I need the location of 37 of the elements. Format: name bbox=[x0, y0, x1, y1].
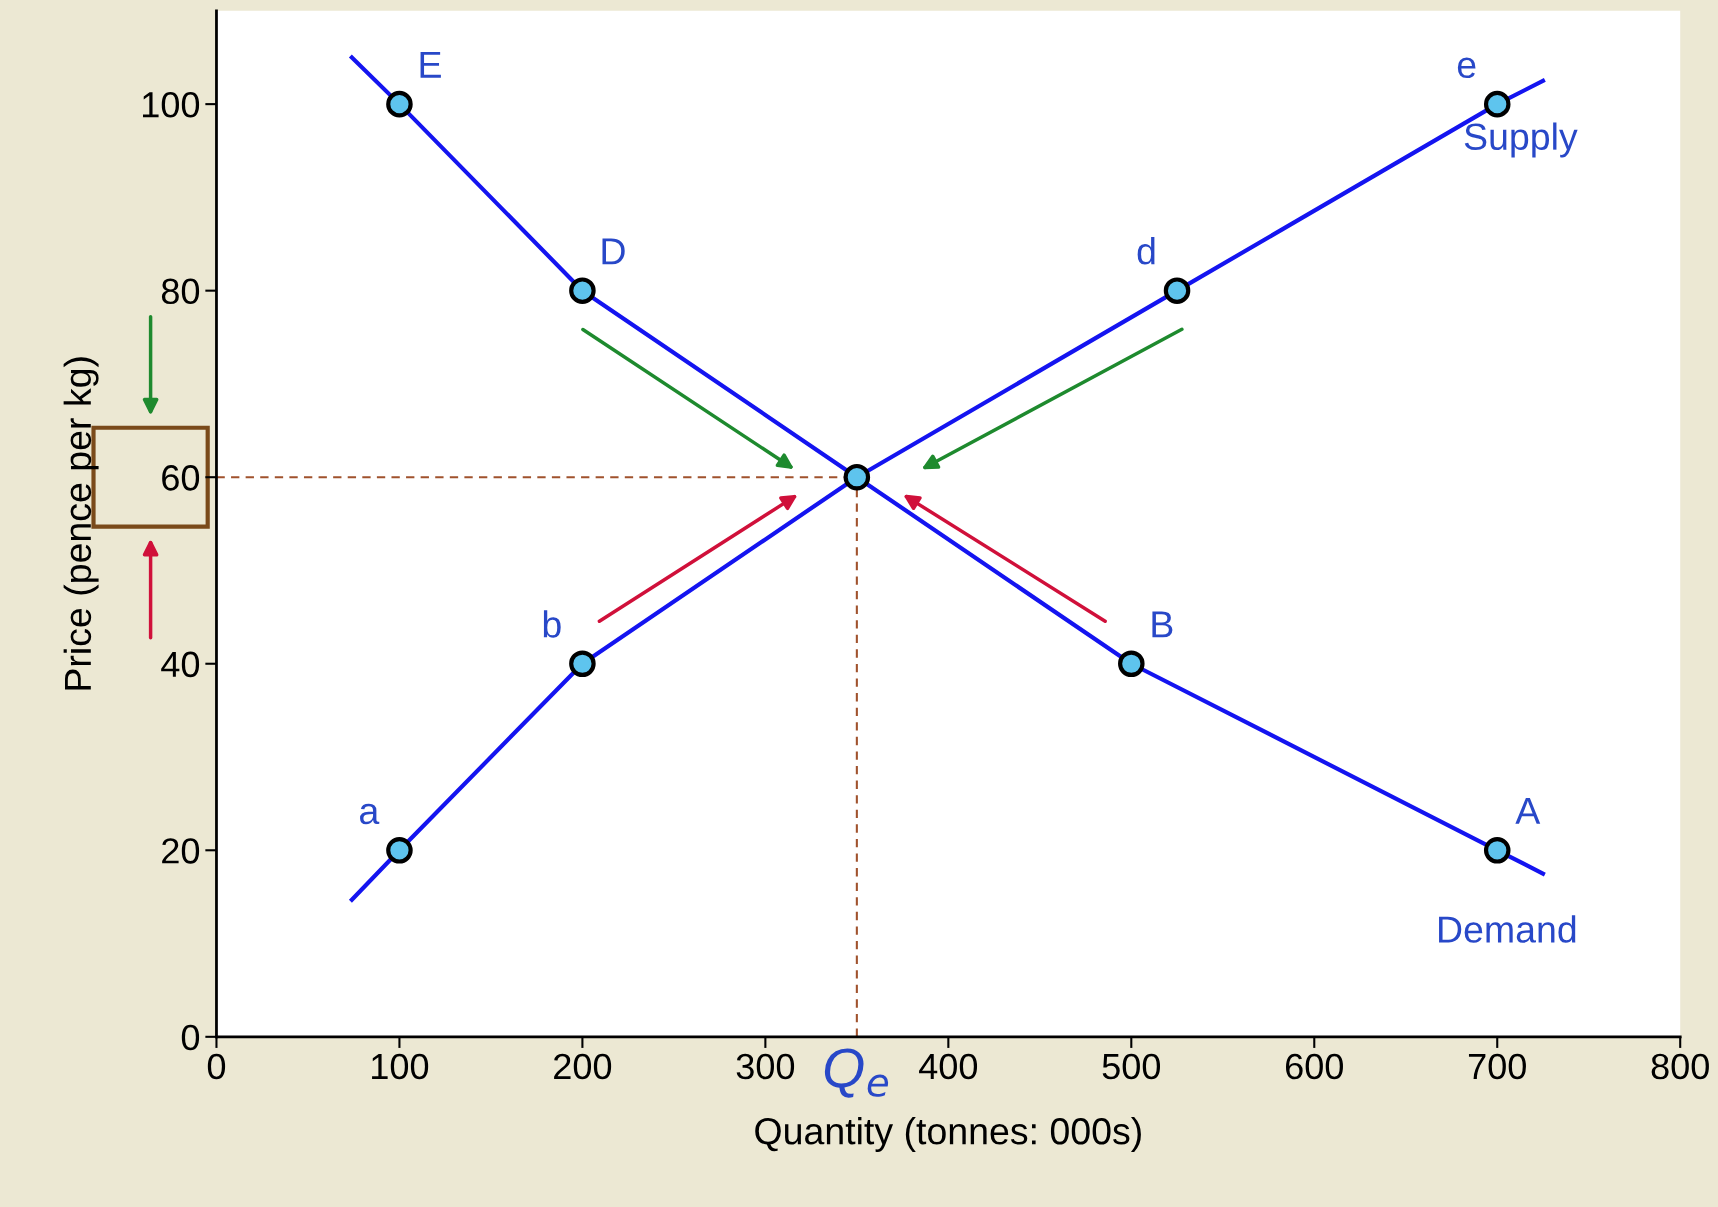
point bbox=[386, 836, 413, 864]
data-label: d bbox=[1137, 237, 1155, 265]
x-tick-label: 700 bbox=[1468, 1053, 1526, 1080]
data-label: A bbox=[1515, 798, 1541, 824]
x-tick-label: 800 bbox=[1651, 1053, 1709, 1080]
data-label: a bbox=[360, 803, 380, 825]
y-tick-label: 100 bbox=[143, 92, 200, 118]
point bbox=[569, 277, 596, 304]
y-tick-label: 60 bbox=[162, 465, 200, 491]
point bbox=[1118, 650, 1145, 678]
y-tick-label: 40 bbox=[161, 651, 200, 678]
x-tick-label: 200 bbox=[554, 1053, 612, 1080]
y-tick-label: 80 bbox=[161, 278, 200, 305]
data-label: B bbox=[1152, 611, 1173, 638]
point bbox=[843, 463, 871, 491]
data-label: E bbox=[420, 51, 441, 78]
x-axis-title: Quantity (tonnes: 000s) bbox=[755, 1117, 1141, 1152]
point bbox=[386, 90, 413, 118]
series-label: Supply bbox=[1464, 122, 1578, 158]
y-axis-title: Price (pence per kg) bbox=[63, 357, 99, 690]
data-label: e bbox=[1457, 57, 1476, 79]
point bbox=[569, 650, 596, 678]
x-tick-label: 500 bbox=[1102, 1053, 1161, 1080]
x-tick-label: 600 bbox=[1285, 1053, 1343, 1080]
point bbox=[1483, 90, 1511, 118]
point bbox=[1483, 836, 1511, 864]
x-tick-label: 100 bbox=[372, 1053, 429, 1080]
x-tick-label: 0 bbox=[207, 1053, 226, 1080]
series-label: Demand bbox=[1439, 915, 1576, 943]
data-label: b bbox=[543, 610, 561, 638]
annotation: Q$_{e}$ bbox=[824, 1048, 889, 1098]
y-tick-label: 20 bbox=[162, 838, 200, 864]
x-tick-label: 400 bbox=[919, 1053, 978, 1080]
y-tick-label: 0 bbox=[181, 1024, 200, 1051]
data-label: D bbox=[602, 238, 625, 265]
x-tick-label: 300 bbox=[736, 1053, 795, 1080]
point bbox=[1163, 277, 1191, 304]
